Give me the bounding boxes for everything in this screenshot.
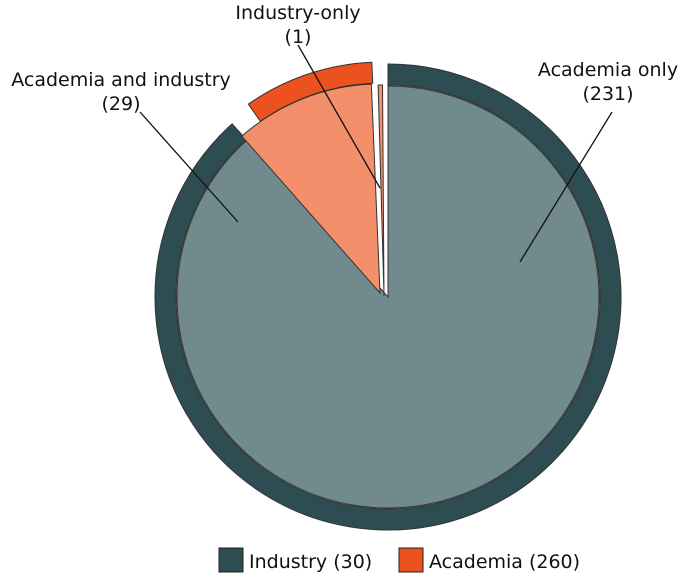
- label-academia-only: Academia only: [538, 59, 678, 81]
- label-industry-only-count: (1): [285, 26, 312, 48]
- leader-line-academia-and-industry: [139, 111, 239, 223]
- label-academia-and-industry: Academia and industry: [11, 69, 231, 91]
- outer-slice-industry: [154, 63, 622, 531]
- leader-line-industry-only: [297, 44, 381, 189]
- leader-line-academia-only: [519, 111, 613, 263]
- inner-slice-industry-only: [377, 84, 385, 297]
- legend-label-academia: Academia (260): [429, 551, 580, 573]
- inner-slice-academia-only: [176, 85, 600, 509]
- legend-swatch-academia: [398, 547, 424, 573]
- legend-label-industry: Industry (30): [249, 551, 372, 573]
- inner-slice-academia-and-industry: [241, 83, 381, 295]
- label-academia-only-count: (231): [582, 83, 633, 105]
- legend: Industry (30) Academia (260): [218, 547, 580, 573]
- label-industry-only: Industry-only: [235, 2, 360, 24]
- label-academia-and-industry-count: (29): [101, 93, 140, 115]
- legend-swatch-industry: [218, 547, 244, 573]
